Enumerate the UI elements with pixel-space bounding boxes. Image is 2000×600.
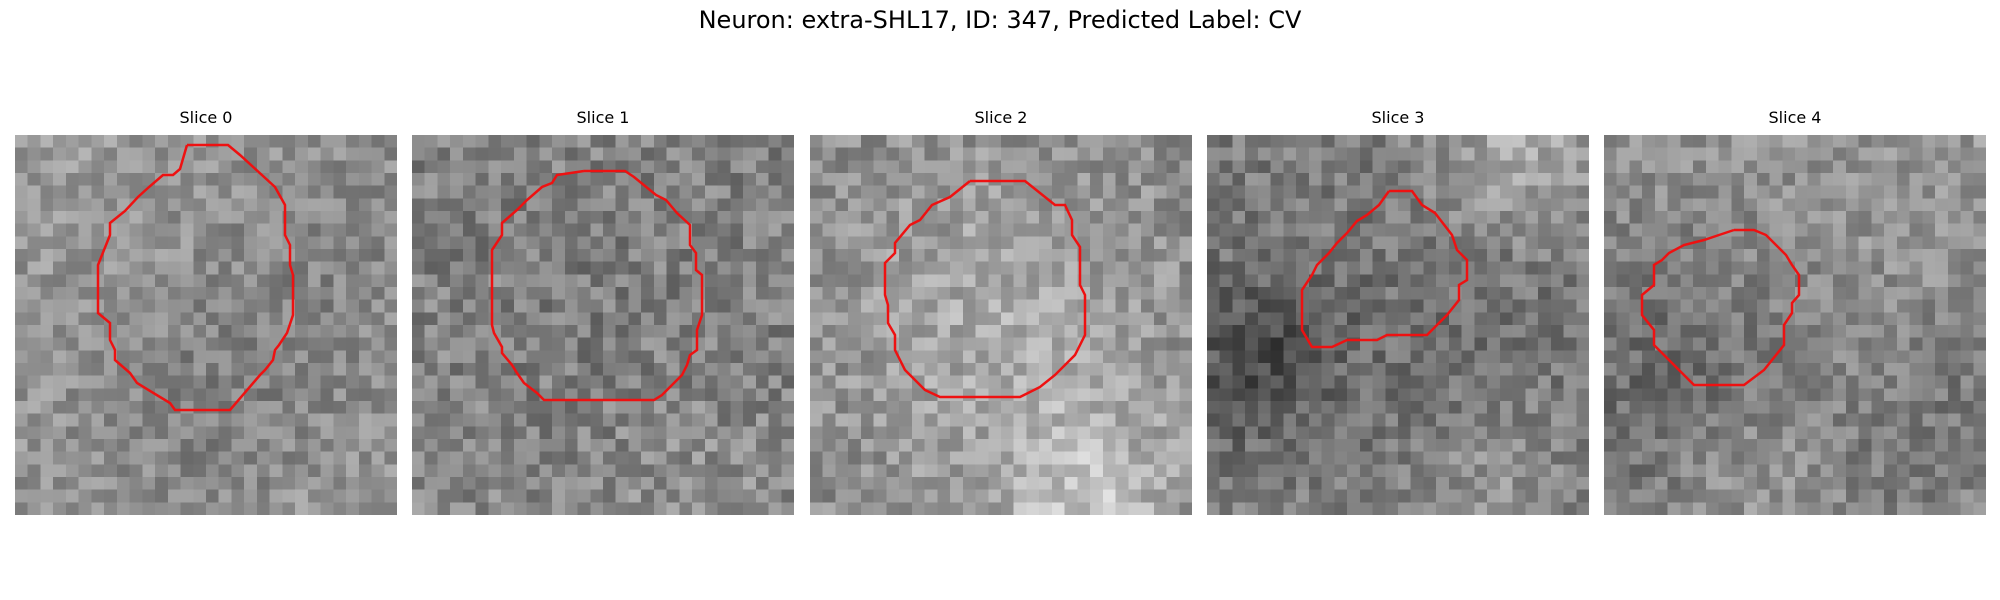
slice-image (1207, 135, 1589, 515)
roi-contour (96, 143, 295, 412)
microscopy-image (1207, 135, 1589, 515)
slice-image (1604, 135, 1986, 515)
microscopy-image (15, 135, 397, 515)
roi-contour (490, 169, 704, 402)
slice-title: Slice 2 (974, 108, 1028, 127)
roi-contour (883, 179, 1087, 399)
slice-title: Slice 3 (1371, 108, 1425, 127)
microscopy-image (1604, 135, 1986, 515)
microscopy-image (810, 135, 1192, 515)
roi-contour (1300, 189, 1469, 349)
slice-image (810, 135, 1192, 515)
slice-image (15, 135, 397, 515)
slice-title: Slice 4 (1768, 108, 1822, 127)
roi-contour (1640, 228, 1801, 387)
slice-title: Slice 0 (179, 108, 233, 127)
slice-image (412, 135, 794, 515)
microscopy-image (412, 135, 794, 515)
slice-title: Slice 1 (576, 108, 630, 127)
figure-title: Neuron: extra-SHL17, ID: 347, Predicted … (698, 6, 1302, 34)
